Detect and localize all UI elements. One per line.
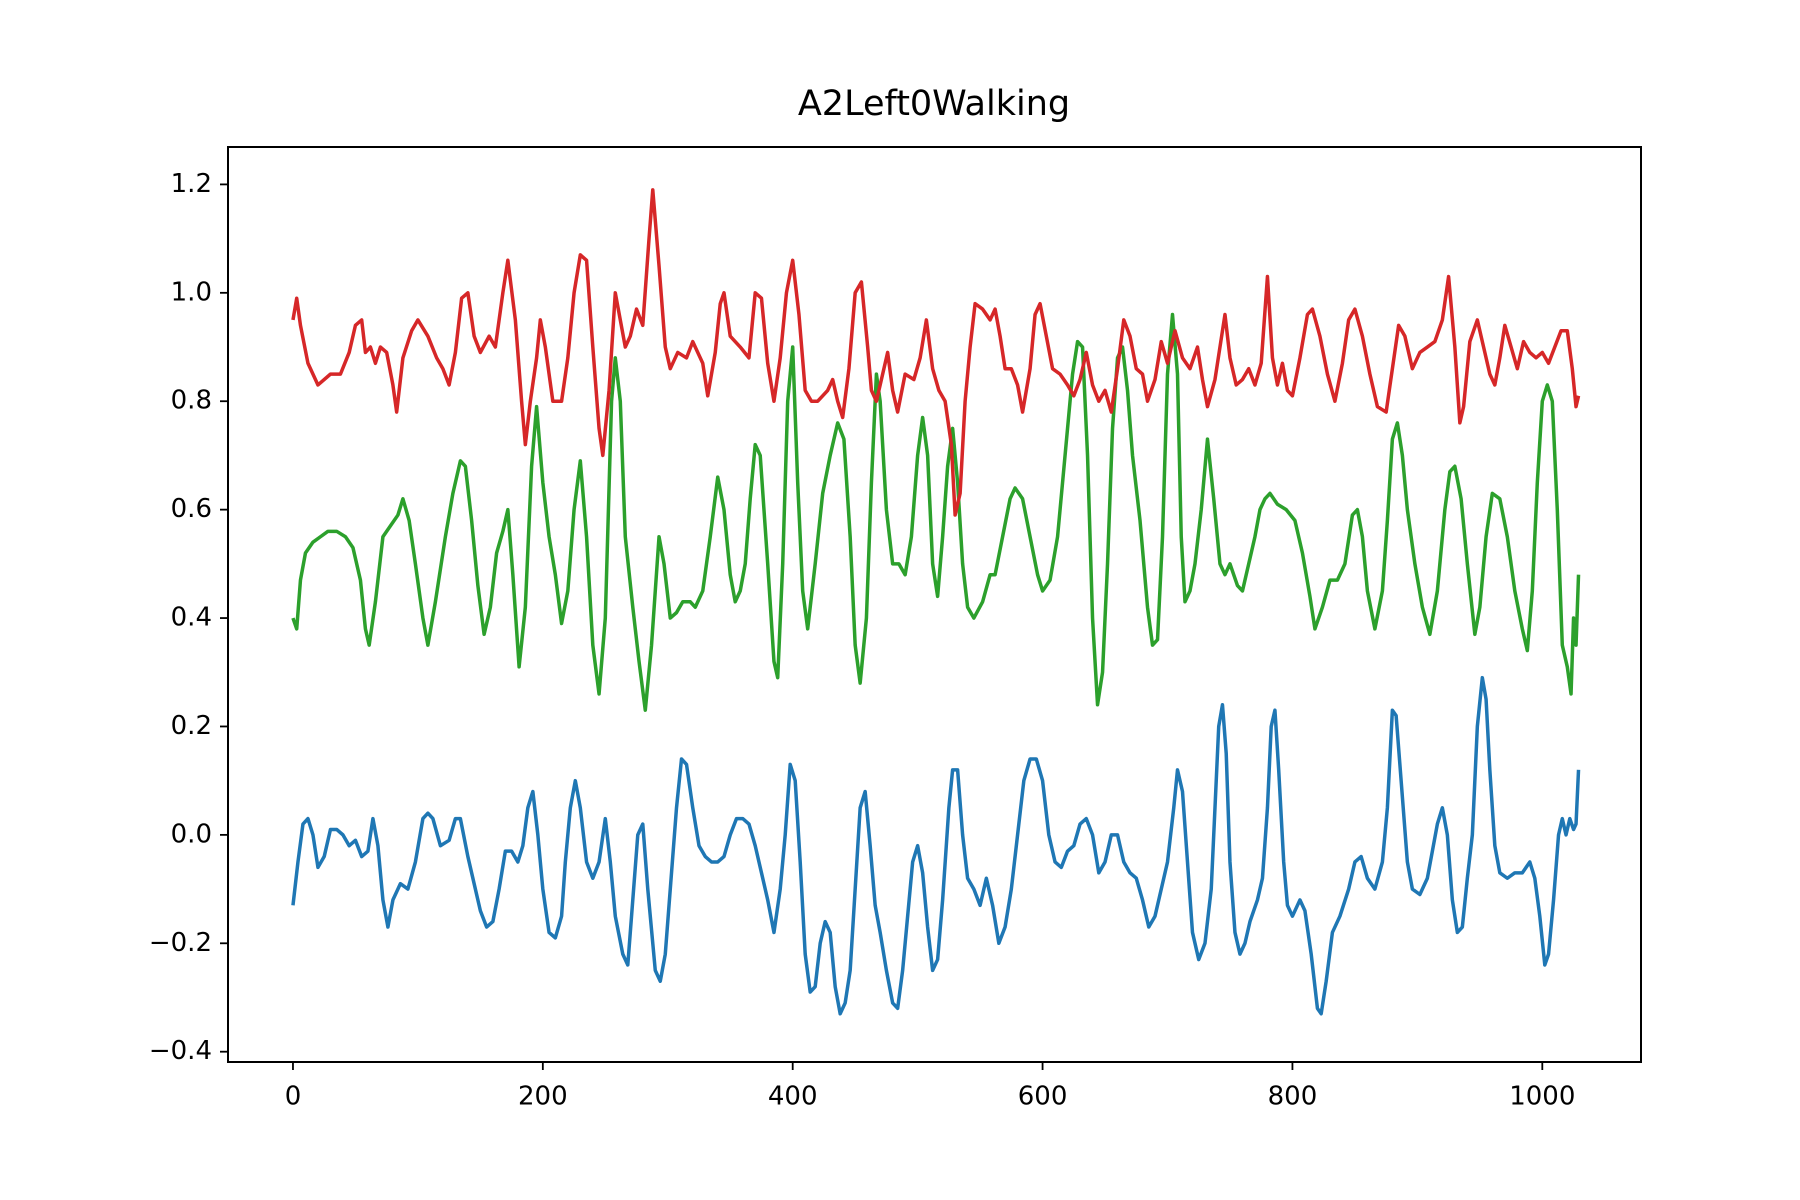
y-tick-label: −0.2 (149, 928, 212, 958)
x-tick-label: 800 (1268, 1082, 1318, 1112)
x-tick-label: 0 (285, 1082, 302, 1112)
y-tick-label: 0.0 (171, 819, 212, 849)
y-tick-label: 0.6 (171, 494, 212, 524)
chart-title: A2Left0Walking (798, 84, 1070, 124)
y-tick-label: 1.0 (171, 277, 212, 307)
y-tick-label: 1.2 (171, 169, 212, 199)
x-tick-label: 1000 (1509, 1082, 1575, 1112)
data-line (291, 312, 1581, 712)
y-tick-label: −0.4 (149, 1036, 212, 1066)
x-tick-label: 600 (1018, 1082, 1068, 1112)
x-tick-label: 200 (518, 1082, 568, 1112)
y-tick-label: 0.8 (171, 386, 212, 416)
x-tick-label: 400 (768, 1082, 818, 1112)
plot-frame (227, 146, 1642, 1063)
y-tick-label: 0.4 (171, 603, 212, 633)
data-line (291, 188, 1581, 517)
data-line (291, 675, 1581, 1016)
y-tick-label: 0.2 (171, 711, 212, 741)
